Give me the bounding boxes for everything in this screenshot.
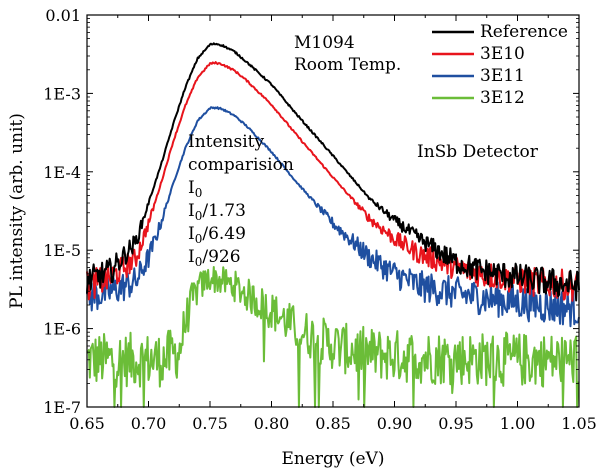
x-tick-label: 0.75 — [192, 414, 228, 433]
series-line-3e11 — [86, 106, 580, 328]
plot-curves — [86, 42, 580, 408]
x-tick-label: 0.90 — [377, 414, 413, 433]
intensity-ratio: I0/1.73 — [188, 201, 246, 223]
y-axis-label: PL intensity (arb. unit) — [7, 113, 27, 309]
x-tick-label: 0.80 — [254, 414, 290, 433]
series-line-reference — [86, 42, 580, 302]
y-tick-label: 0.01 — [45, 6, 81, 25]
y-tick-label: 1E-5 — [43, 241, 81, 260]
y-tick-label: 1E-4 — [43, 163, 81, 182]
x-tick-label: 1.05 — [561, 414, 597, 433]
legend-entry-3e12: 3E12 — [480, 88, 525, 108]
legend-entry-3e11: 3E11 — [480, 66, 525, 86]
detector-annotation: InSb Detector — [417, 142, 539, 162]
comparison-title-line1: Intensity — [188, 132, 264, 152]
x-axis-label: Energy (eV) — [281, 449, 384, 469]
x-tick-label: 0.95 — [438, 414, 474, 433]
x-tick-label: 0.85 — [315, 414, 351, 433]
y-tick-label: 1E-6 — [43, 320, 81, 339]
sample-id-annotation: M1094 — [294, 33, 355, 53]
y-tick-label: 1E-7 — [43, 398, 81, 417]
x-tick-label: 0.70 — [131, 414, 167, 433]
legend-entry-3e10: 3E10 — [480, 44, 525, 64]
x-tick-label: 0.65 — [69, 414, 105, 433]
temperature-annotation: Room Temp. — [294, 55, 401, 75]
intensity-ratio: I0/6.49 — [188, 224, 246, 246]
legend-entry-reference: Reference — [480, 22, 568, 42]
comparison-title-line2: comparision — [188, 155, 294, 175]
intensity-ratio: I0 — [188, 178, 202, 200]
y-tick-label: 1E-3 — [43, 84, 81, 103]
x-tick-label: 1.00 — [500, 414, 536, 433]
axis-ticks: 0.65 0.70 0.75 0.80 0.85 0.90 0.95 1.00 1.05 1E-7… — [43, 6, 597, 433]
intensity-ratio: I0/926 — [188, 247, 241, 269]
series-line-3e12 — [86, 266, 580, 408]
